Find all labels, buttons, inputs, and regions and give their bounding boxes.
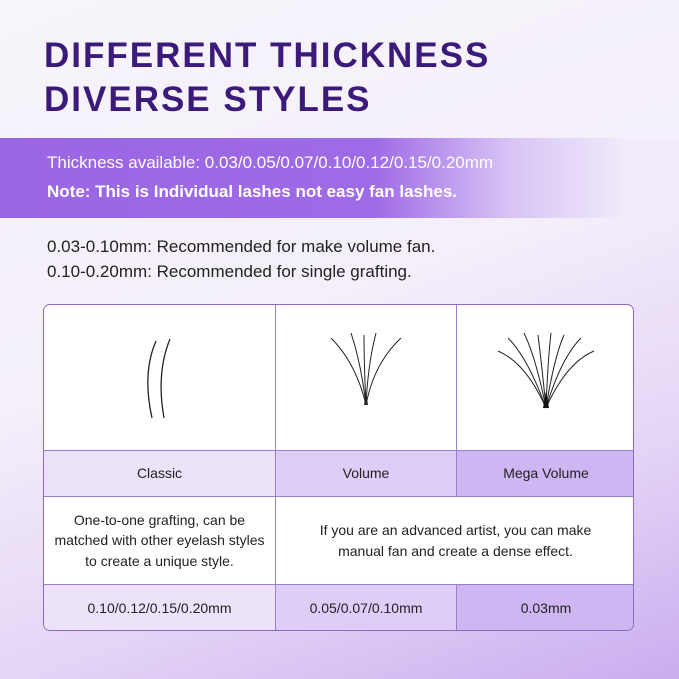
thickness-banner: Thickness available: 0.03/0.05/0.07/0.10… — [0, 138, 679, 218]
mega-volume-image-cell — [457, 305, 633, 451]
title-line-1: DIFFERENT THICKNESS — [44, 36, 491, 75]
classic-lash-icon — [146, 338, 171, 418]
lash-style-table: Classic Volume Mega Volume One-to-one gr… — [43, 304, 634, 631]
style-name-mega-volume: Mega Volume — [457, 451, 633, 497]
volume-image-cell — [276, 305, 457, 451]
classic-image-cell — [44, 305, 276, 451]
classic-description: One-to-one grafting, can be matched with… — [44, 497, 276, 585]
size-volume: 0.05/0.07/0.10mm — [276, 585, 457, 630]
volume-description: If you are an advanced artist, you can m… — [276, 497, 633, 585]
note: Note: This is Individual lashes not easy… — [47, 182, 458, 201]
recommendation-volume: 0.03-0.10mm: Recommended for make volume… — [47, 237, 436, 256]
mega-volume-fan-icon — [497, 332, 595, 408]
volume-fan-icon — [330, 332, 402, 405]
style-name-volume: Volume — [276, 451, 457, 497]
size-classic: 0.10/0.12/0.15/0.20mm — [44, 585, 276, 630]
size-mega-volume: 0.03mm — [457, 585, 633, 630]
style-name-classic: Classic — [44, 451, 276, 497]
thickness-available: Thickness available: 0.03/0.05/0.07/0.10… — [47, 153, 494, 172]
recommendation-single: 0.10-0.20mm: Recommended for single graf… — [47, 262, 412, 281]
title-line-2: DIVERSE STYLES — [44, 80, 372, 119]
